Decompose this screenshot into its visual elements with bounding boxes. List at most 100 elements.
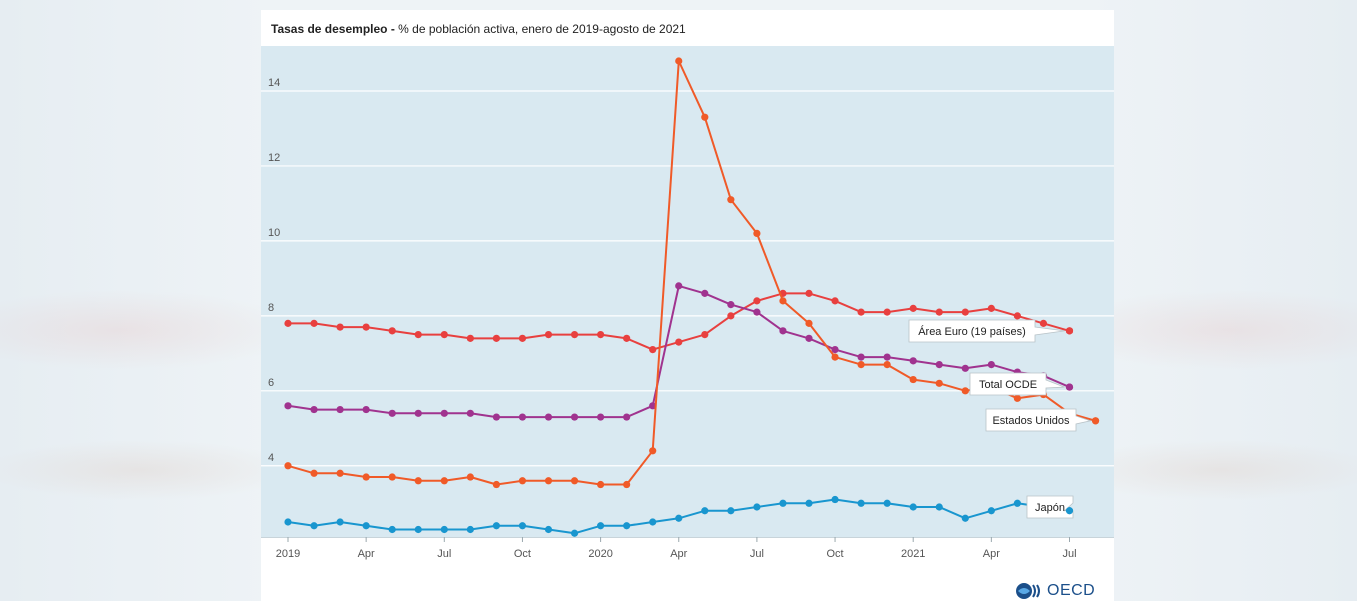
data-point: [961, 364, 969, 372]
data-point: [362, 473, 370, 481]
x-tick-label: 2019: [276, 548, 300, 560]
data-point: [701, 113, 709, 121]
data-point: [414, 477, 422, 485]
data-point: [649, 518, 657, 526]
data-point: [987, 507, 995, 515]
data-point: [779, 499, 787, 507]
y-tick-label: 14: [268, 77, 280, 89]
data-point: [909, 357, 917, 365]
data-point: [492, 413, 500, 421]
data-point: [1013, 394, 1022, 402]
data-point: [440, 331, 448, 339]
x-tick-label: Oct: [514, 548, 531, 560]
oecd-globe-icon: [1016, 583, 1040, 599]
data-point: [1039, 319, 1048, 327]
data-point: [675, 57, 683, 65]
data-point: [570, 331, 579, 339]
data-point: [909, 503, 917, 511]
data-point: [492, 522, 500, 530]
data-point: [831, 345, 839, 354]
data-point: [753, 297, 761, 305]
data-point: [518, 477, 527, 485]
data-point: [831, 297, 839, 305]
data-point: [909, 304, 917, 312]
y-tick-label: 8: [268, 302, 274, 314]
data-point: [649, 345, 657, 354]
data-point: [284, 518, 292, 526]
data-point: [753, 503, 761, 511]
series-label: Japón: [1035, 502, 1065, 514]
data-point: [649, 447, 657, 455]
data-point: [466, 334, 474, 342]
data-point: [414, 525, 422, 534]
y-tick-label: 6: [268, 377, 274, 389]
chart-title: Tasas de desempleo - % de población acti…: [271, 22, 686, 36]
data-point: [805, 289, 813, 297]
series-callout: [908, 319, 1065, 343]
series-end-point: [1065, 507, 1074, 515]
data-point: [336, 469, 344, 477]
data-point: [935, 503, 943, 511]
data-point: [597, 480, 605, 489]
data-point: [570, 477, 579, 485]
data-point: [336, 518, 344, 526]
data-point: [831, 353, 839, 361]
data-point: [310, 405, 318, 414]
chart-title-rest: % de población activa, enero de 2019-ago…: [394, 22, 686, 36]
series-label: Total OCDE: [979, 379, 1037, 391]
x-tick-label: 2021: [901, 548, 925, 560]
data-point: [701, 289, 709, 297]
data-point: [675, 282, 683, 290]
data-point: [753, 308, 761, 316]
data-point: [362, 522, 370, 530]
series-callout: [985, 408, 1093, 432]
data-point: [727, 507, 735, 515]
data-point: [883, 353, 891, 361]
data-point: [544, 331, 553, 339]
data-point: [883, 308, 891, 316]
x-tick-label: 2020: [588, 548, 612, 560]
data-point: [570, 529, 579, 537]
data-point: [623, 522, 631, 530]
data-point: [961, 514, 969, 522]
data-point: [857, 308, 865, 316]
data-point: [675, 514, 683, 522]
series-label: Estados Unidos: [992, 415, 1070, 427]
data-point: [831, 495, 839, 504]
data-point: [518, 334, 527, 342]
data-point: [284, 402, 292, 410]
x-tick-label: Jul: [1062, 548, 1076, 560]
data-point: [362, 323, 370, 331]
oecd-logo-text: OECD: [1047, 582, 1096, 599]
data-point: [727, 312, 735, 320]
data-point: [779, 297, 787, 305]
data-point: [414, 409, 422, 417]
data-point: [857, 499, 865, 507]
data-point: [805, 334, 813, 342]
y-tick-label: 4: [268, 452, 274, 464]
series-end-point: [1091, 417, 1100, 425]
data-point: [440, 409, 448, 417]
y-tick-label: 10: [268, 227, 280, 239]
data-point: [597, 331, 605, 339]
data-point: [544, 525, 553, 534]
data-point: [935, 308, 943, 316]
series-callout: [969, 372, 1065, 396]
data-point: [388, 473, 396, 481]
data-point: [935, 379, 943, 387]
x-tick-label: Apr: [670, 548, 687, 560]
data-point: [466, 409, 474, 417]
data-point: [284, 462, 292, 470]
data-point: [987, 360, 995, 369]
y-tick-label: 12: [268, 152, 280, 164]
data-point: [336, 323, 344, 331]
data-point: [597, 413, 605, 421]
series-end-point: [1065, 327, 1074, 335]
x-tick-label: Jul: [750, 548, 764, 560]
x-tick-label: Oct: [826, 548, 843, 560]
data-point: [570, 413, 579, 421]
data-point: [466, 473, 474, 481]
data-point: [310, 522, 318, 530]
data-point: [414, 331, 422, 339]
data-point: [649, 402, 657, 410]
